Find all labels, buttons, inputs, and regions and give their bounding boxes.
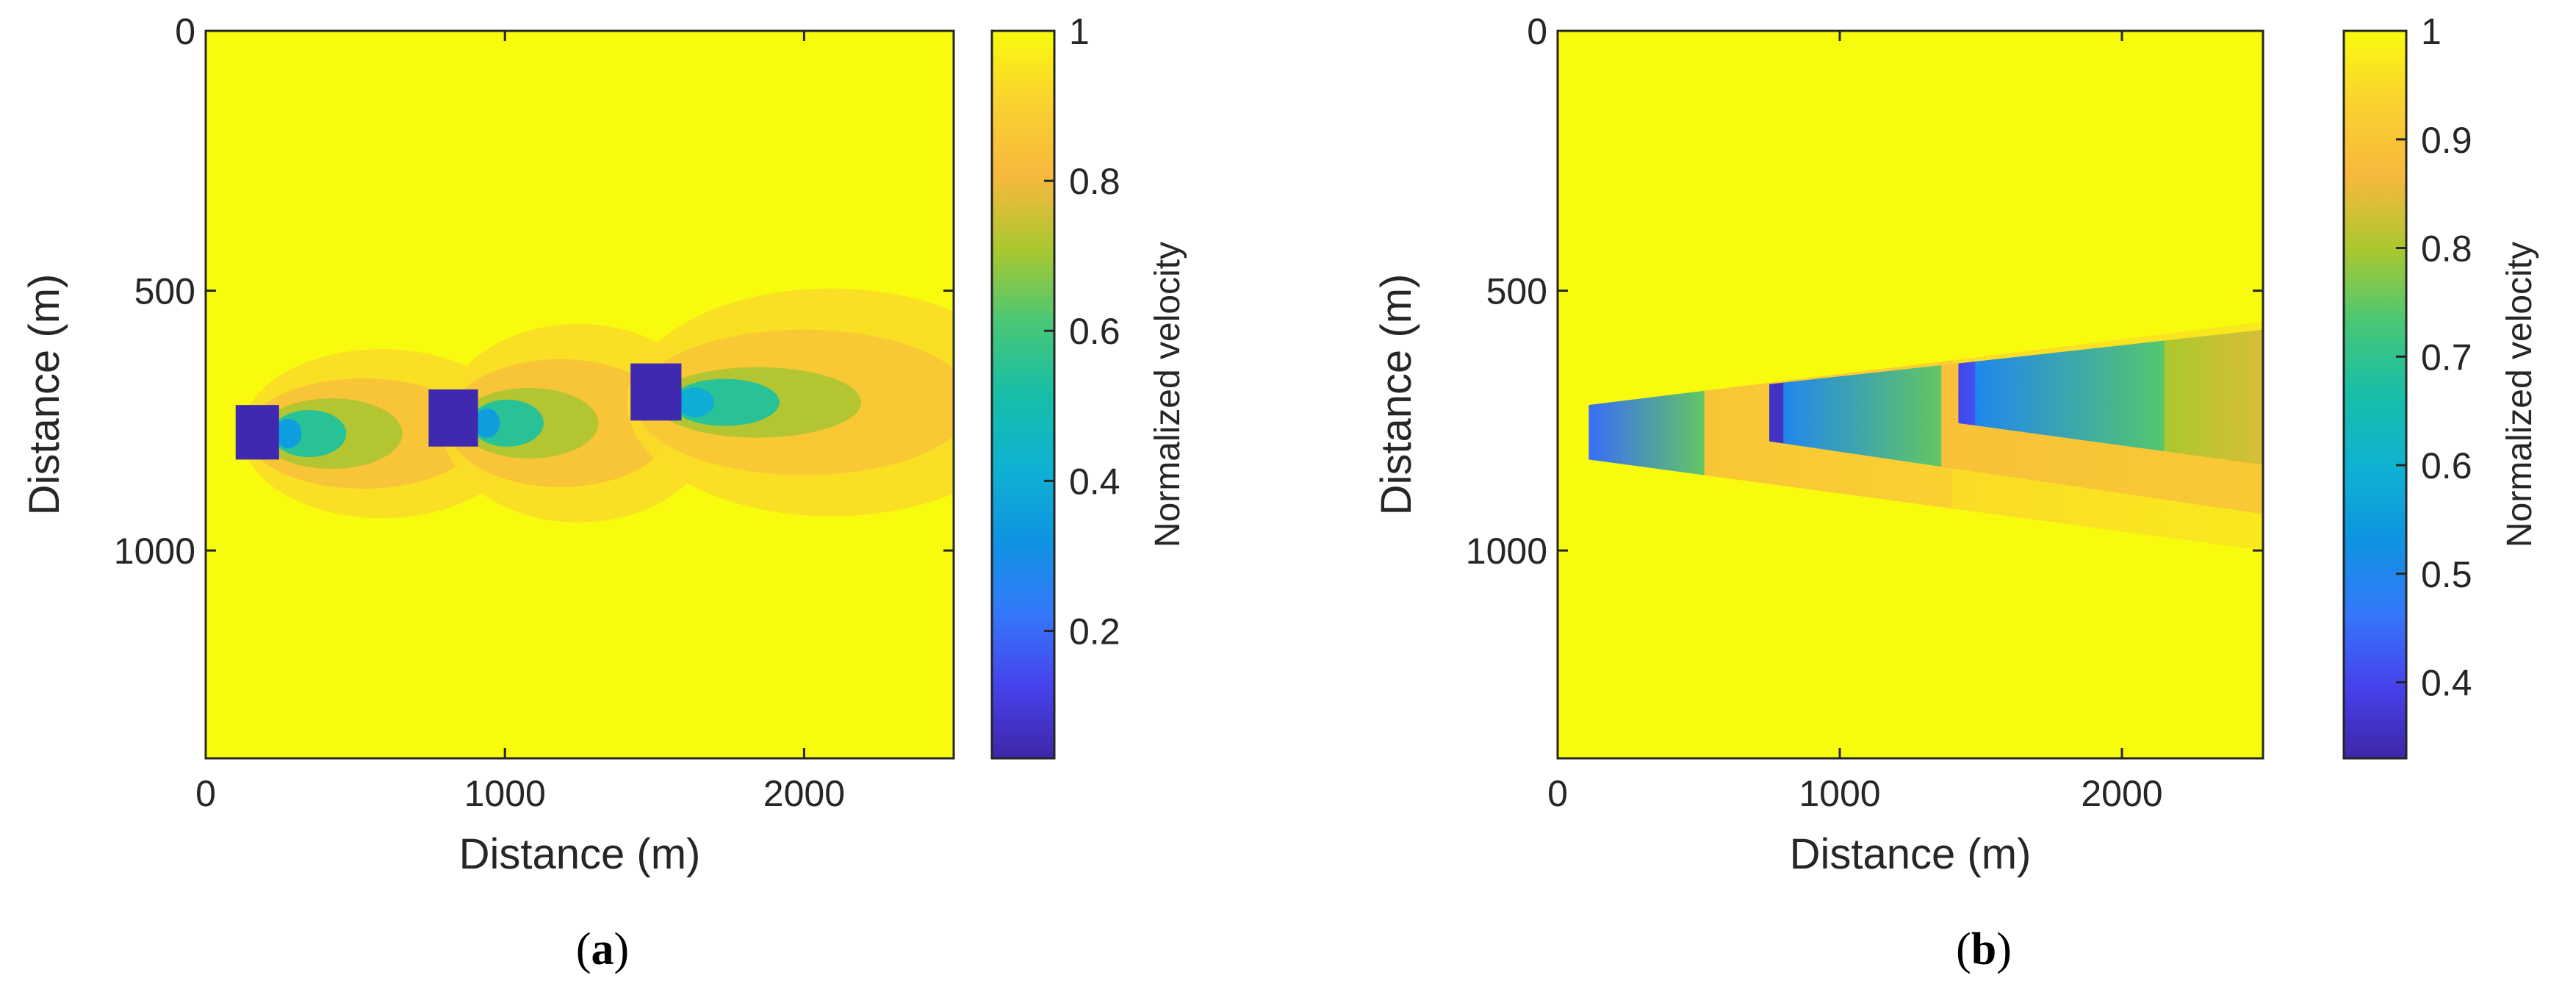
panel-b: 0 1000 2000 0 500 1000 Distance (m) Distance (m… <box>1372 11 2539 974</box>
wake-core-1 <box>275 419 302 449</box>
colorbar-tick-label: 0.6 <box>1069 311 1120 352</box>
colorbar-frame <box>990 29 1056 760</box>
wake-core-3 <box>676 387 714 417</box>
panel-label-letter: a <box>591 924 614 974</box>
y-tick-label: 500 <box>1486 271 1547 312</box>
axes-box <box>1556 29 2264 760</box>
colorbar-tick-label: 1 <box>2421 11 2442 52</box>
colorbar-tick-label: 0.4 <box>1069 461 1120 502</box>
x-tick-label: 2000 <box>763 773 845 814</box>
y-tick-label: 1000 <box>1466 531 1547 572</box>
colorbar-tick-label: 1 <box>1069 11 1090 52</box>
y-axis-label: Distance (m) <box>1372 274 1420 516</box>
turbine-2 <box>428 389 478 447</box>
colorbar-frame <box>2342 29 2408 760</box>
panel-label-open: ( <box>1956 924 1971 974</box>
colorbar <box>992 31 1054 758</box>
wake-zone-3-segment-3 <box>2164 329 2263 465</box>
y-tick-label: 0 <box>175 11 195 52</box>
colorbar-tick-label: 0.6 <box>2421 445 2472 486</box>
axes-box <box>204 29 955 760</box>
colorbar-tick-label: 0.8 <box>1069 161 1120 202</box>
panel-label-letter: b <box>1971 924 1996 974</box>
turbine-1 <box>235 405 279 460</box>
colorbar-tick-label: 0.9 <box>2421 120 2472 161</box>
panel-label-open: ( <box>576 924 591 974</box>
x-tick-label: 1000 <box>1799 773 1880 814</box>
panel-label: (a) <box>576 924 629 974</box>
x-tick-label: 0 <box>1547 773 1568 814</box>
x-axis-label: Distance (m) <box>459 830 701 878</box>
y-tick-label: 0 <box>1527 11 1547 52</box>
panel-label: (b) <box>1956 924 2012 974</box>
colorbar <box>2344 31 2406 758</box>
colorbar-tick-label: 0.4 <box>2421 663 2472 704</box>
colorbar-tick-label: 0.5 <box>2421 554 2472 595</box>
x-tick-label: 2000 <box>2081 773 2162 814</box>
turbine-3 <box>630 363 682 421</box>
panel-label-close: ) <box>614 924 630 974</box>
y-axis-label: Distance (m) <box>21 274 68 516</box>
x-axis-label: Distance (m) <box>1790 830 2032 878</box>
x-tick-label: 1000 <box>464 773 546 814</box>
panel-label-close: ) <box>1996 924 2012 974</box>
colorbar-label: Normalized velocity <box>2500 242 2539 547</box>
x-tick-label: 0 <box>195 773 216 814</box>
wake-core-2 <box>474 408 500 438</box>
colorbar-tick-label: 0.7 <box>2421 337 2472 378</box>
colorbar-label: Normalized velocity <box>1148 242 1187 547</box>
y-tick-label: 1000 <box>114 531 195 572</box>
heatmap-content <box>235 288 954 522</box>
y-tick-label: 500 <box>134 271 195 312</box>
panel-a: 0 1000 2000 0 500 1000 Distance (m) Distance (m… <box>21 11 1187 974</box>
colorbar-tick-label: 0.8 <box>2421 229 2472 270</box>
colorbar-tick-label: 0.2 <box>1069 611 1120 652</box>
